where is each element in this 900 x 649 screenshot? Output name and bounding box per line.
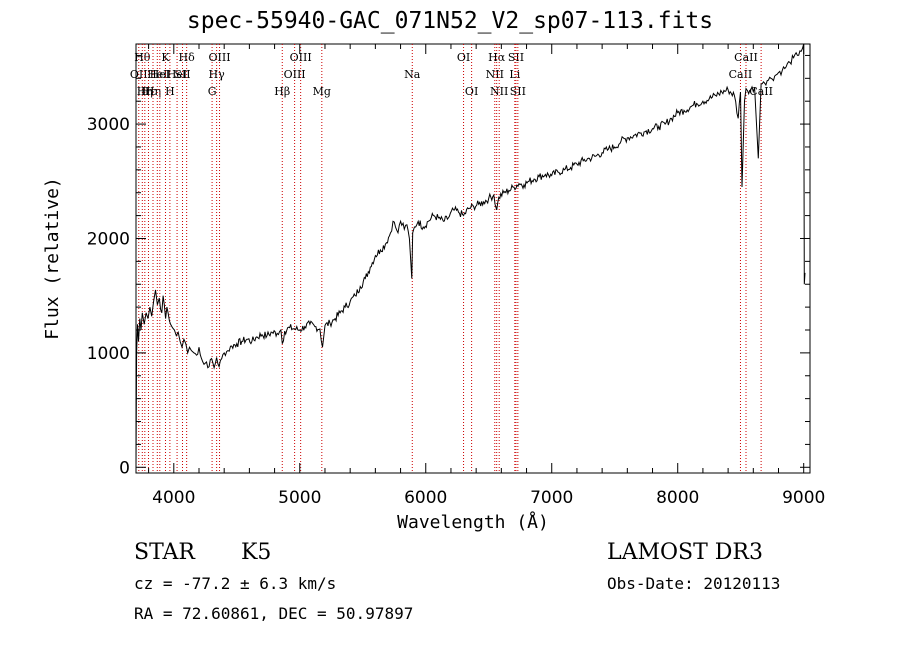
x-tick-label: 9000 xyxy=(782,488,825,508)
axis-ticks: 4000 5000 6000 7000 8000 9000 0 1000 2000 3000 xyxy=(87,44,825,508)
subclass-label: K5 xyxy=(241,540,272,565)
y-tick-label: 2000 xyxy=(87,229,130,249)
line-marker-label: NII xyxy=(486,68,504,81)
line-marker-label: OI xyxy=(457,51,470,64)
survey-label: LAMOST DR3 xyxy=(607,540,763,565)
line-marker-label: OII xyxy=(130,68,148,81)
y-tick-label: 3000 xyxy=(87,115,130,135)
line-marker-label: SII xyxy=(174,68,190,81)
line-marker-label: Hα xyxy=(488,51,506,64)
y-axis-label: Flux (relative) xyxy=(42,177,63,340)
x-axis-label: Wavelength (Å) xyxy=(397,511,549,533)
line-marker-label: Hε xyxy=(141,85,157,98)
x-tick-label: 7000 xyxy=(530,488,573,508)
line-marker-label: Mg xyxy=(313,85,331,98)
line-marker-label: Hθ xyxy=(134,51,151,64)
obs-date-label: Obs-Date: 20120113 xyxy=(607,574,781,593)
plot-frame xyxy=(135,43,811,474)
line-marker-label: K xyxy=(161,51,170,64)
x-tick-label: 5000 xyxy=(278,488,321,508)
line-marker-label: Li xyxy=(509,68,520,81)
line-marker-label: OIII xyxy=(284,68,306,81)
line-marker-label: OIII xyxy=(290,51,312,64)
line-marker-label: HeI xyxy=(147,68,167,81)
line-marker-label: SII xyxy=(510,85,526,98)
flux-series-line xyxy=(135,43,806,468)
line-marker-label: CaII xyxy=(729,68,753,81)
y-tick-label: 1000 xyxy=(87,344,130,364)
line-marker-label: CaII xyxy=(734,51,758,64)
line-marker-label: Na xyxy=(404,68,421,81)
coordinates-label: RA = 72.60861, DEC = 50.97897 xyxy=(134,604,414,623)
line-marker-label: G xyxy=(208,85,217,98)
line-marker-label: Hβ xyxy=(274,85,290,98)
line-marker-label: Hδ xyxy=(179,51,196,64)
chart-title: spec-55940-GAC_071N52_V2_sp07-113.fits xyxy=(186,8,714,34)
line-marker-label: NII xyxy=(490,85,508,98)
line-marker-label: H xyxy=(165,85,175,98)
line-marker-label: HeI xyxy=(150,68,170,81)
x-tick-label: 6000 xyxy=(404,488,447,508)
line-marker-label: OIII xyxy=(208,51,230,64)
line-marker-label: Hη xyxy=(137,85,153,98)
x-tick-label: 4000 xyxy=(152,488,195,508)
y-tick-label: 0 xyxy=(119,458,130,478)
line-marker-label: SII xyxy=(508,51,524,64)
line-marker-label: OI xyxy=(465,85,478,98)
x-tick-label: 8000 xyxy=(656,488,699,508)
line-markers: OIIHθHηHεHηHeIHeIKHHeISIIHδGHγOIIIHβOIII… xyxy=(130,44,773,473)
classification-label: STAR xyxy=(134,540,195,565)
redshift-label: cz = -77.2 ± 6.3 km/s xyxy=(134,574,337,593)
line-marker-label: Hγ xyxy=(209,68,226,81)
line-marker-label: Hη xyxy=(145,85,161,98)
